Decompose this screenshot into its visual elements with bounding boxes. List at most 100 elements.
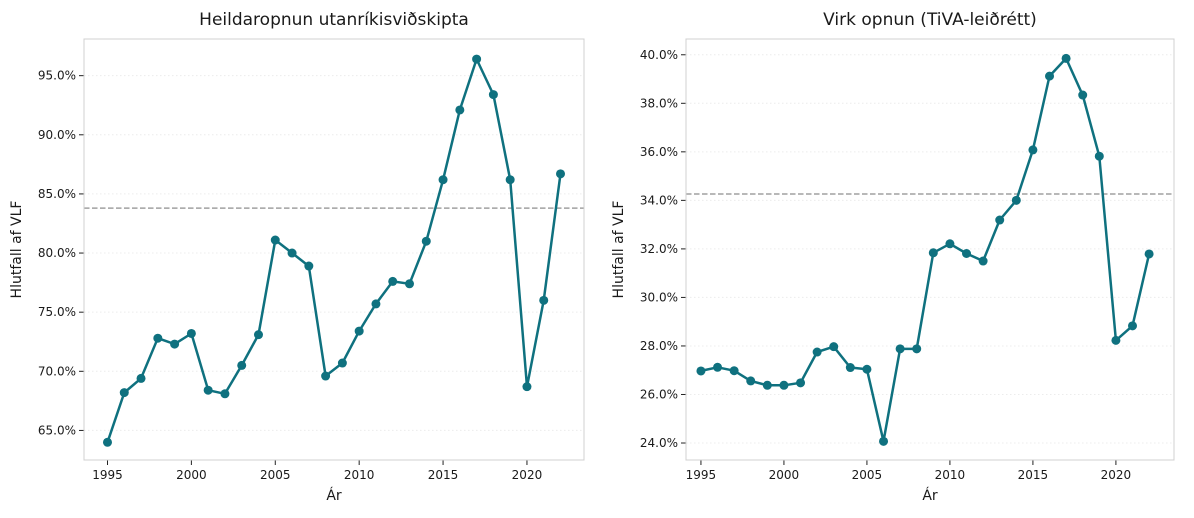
- y-tick-label: 65.0%: [38, 423, 76, 437]
- data-point: [304, 261, 314, 271]
- y-tick-label: 85.0%: [38, 187, 76, 201]
- plot-frame: [83, 38, 585, 461]
- data-markers: [102, 54, 566, 447]
- y-tick-label: 80.0%: [38, 246, 76, 260]
- data-point: [488, 90, 498, 100]
- x-axis-label: Ár: [326, 487, 342, 504]
- data-point: [713, 362, 723, 372]
- data-point: [1061, 53, 1071, 63]
- x-tick-label: 2015: [1018, 468, 1049, 482]
- gridlines: [686, 54, 1174, 444]
- data-point: [438, 175, 448, 185]
- data-point: [455, 105, 465, 115]
- x-tick-label: 1995: [686, 468, 717, 482]
- data-point: [862, 364, 872, 374]
- y-tick-label: 36.0%: [640, 145, 678, 159]
- y-tick-label: 70.0%: [38, 364, 76, 378]
- chart-title: Heildaropnun utanríkisviðskipta: [199, 10, 469, 30]
- data-point: [1011, 195, 1021, 205]
- x-tick-label: 2010: [935, 468, 966, 482]
- data-point: [912, 344, 922, 354]
- data-point: [287, 248, 297, 258]
- data-point: [829, 342, 839, 352]
- data-point: [186, 328, 196, 338]
- y-tick-label: 95.0%: [38, 69, 76, 83]
- y-tick-label: 34.0%: [640, 193, 678, 207]
- plot-frame: [685, 38, 1175, 461]
- y-tick-label: 90.0%: [38, 128, 76, 142]
- x-axis-ticks: 1995 2000 2005 2010 2015 2020: [686, 460, 1132, 482]
- chart-panel-total-openness: Heildaropnun utanríkisviðskipta Ár Hlutf…: [9, 10, 585, 504]
- data-series-line: [106, 57, 562, 443]
- y-tick-label: 38.0%: [640, 96, 678, 110]
- data-point: [978, 256, 988, 266]
- y-axis-ticks: 24.0% 26.0% 28.0% 30.0% 32.0% 34.0% 36.0% 38.0%…: [640, 48, 686, 450]
- y-tick-label: 28.0%: [640, 339, 678, 353]
- data-point: [354, 326, 364, 336]
- y-tick-label: 24.0%: [640, 436, 678, 450]
- data-point: [153, 333, 163, 343]
- data-point: [421, 236, 431, 246]
- x-tick-label: 1995: [92, 468, 123, 482]
- data-point: [845, 363, 855, 373]
- y-axis-label: Hlutfall af VLF: [611, 201, 627, 299]
- data-point: [796, 378, 806, 388]
- data-point: [522, 382, 532, 392]
- y-tick-label: 40.0%: [640, 48, 678, 62]
- data-point: [136, 373, 146, 383]
- data-point: [170, 339, 180, 349]
- data-point: [388, 276, 398, 286]
- data-point: [1028, 145, 1038, 155]
- data-point: [472, 54, 482, 64]
- data-point: [762, 380, 772, 390]
- data-point: [102, 437, 112, 447]
- data-point: [779, 380, 789, 390]
- y-axis-ticks: 65.0% 70.0% 75.0% 80.0% 85.0% 90.0% 95.0%: [38, 69, 84, 437]
- data-point: [962, 249, 972, 259]
- y-tick-label: 30.0%: [640, 290, 678, 304]
- data-point: [556, 169, 566, 179]
- x-axis-ticks: 1995 2000 2005 2010 2015 2020: [92, 460, 542, 482]
- gridlines: [84, 75, 584, 431]
- data-point: [203, 385, 213, 395]
- y-tick-label: 32.0%: [640, 242, 678, 256]
- data-point: [405, 279, 415, 289]
- data-point: [928, 248, 938, 258]
- x-tick-label: 2010: [344, 468, 375, 482]
- data-point: [945, 239, 955, 249]
- data-point: [321, 371, 331, 381]
- x-tick-label: 2020: [512, 468, 543, 482]
- x-tick-label: 2005: [852, 468, 883, 482]
- x-tick-label: 2005: [260, 468, 291, 482]
- x-axis-label: Ár: [922, 487, 938, 504]
- data-point: [337, 358, 347, 368]
- data-point: [220, 389, 230, 399]
- x-tick-label: 2020: [1101, 468, 1132, 482]
- data-series-line: [700, 57, 1151, 443]
- data-point: [729, 366, 739, 376]
- y-tick-label: 26.0%: [640, 387, 678, 401]
- data-point: [879, 436, 889, 446]
- data-markers: [696, 53, 1154, 446]
- y-axis-label: Hlutfall af VLF: [9, 201, 25, 299]
- data-point: [371, 299, 381, 309]
- data-point: [812, 347, 822, 357]
- data-point: [505, 175, 515, 185]
- data-point: [539, 295, 549, 305]
- y-tick-label: 75.0%: [38, 305, 76, 319]
- data-point: [253, 330, 263, 340]
- data-point: [119, 388, 129, 398]
- x-tick-label: 2000: [176, 468, 207, 482]
- data-point: [1111, 335, 1121, 345]
- data-point: [1144, 249, 1154, 259]
- data-point: [1128, 321, 1138, 331]
- data-point: [895, 344, 905, 354]
- data-point: [237, 360, 247, 370]
- data-point: [1094, 151, 1104, 161]
- data-point: [1078, 90, 1088, 100]
- x-tick-label: 2000: [769, 468, 800, 482]
- chart-title: Virk opnun (TiVA-leiðrétt): [823, 10, 1037, 30]
- data-point: [1045, 71, 1055, 81]
